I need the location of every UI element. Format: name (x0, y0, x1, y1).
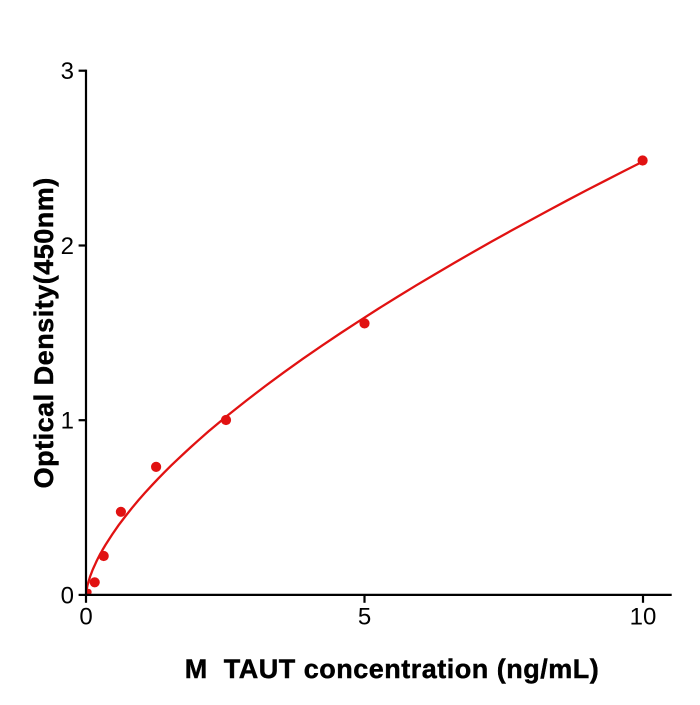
svg-text:5: 5 (358, 603, 371, 630)
svg-text:Optical Density(450nm): Optical Density(450nm) (29, 177, 59, 488)
svg-text:3: 3 (61, 58, 74, 85)
svg-text:0: 0 (79, 603, 92, 630)
svg-text:10: 10 (630, 603, 657, 630)
svg-text:2: 2 (61, 233, 74, 260)
svg-text:1: 1 (61, 408, 74, 435)
svg-text:M TAUT concentration (ng/mL): M TAUT concentration (ng/mL) (185, 654, 599, 684)
svg-text:0: 0 (61, 582, 74, 609)
